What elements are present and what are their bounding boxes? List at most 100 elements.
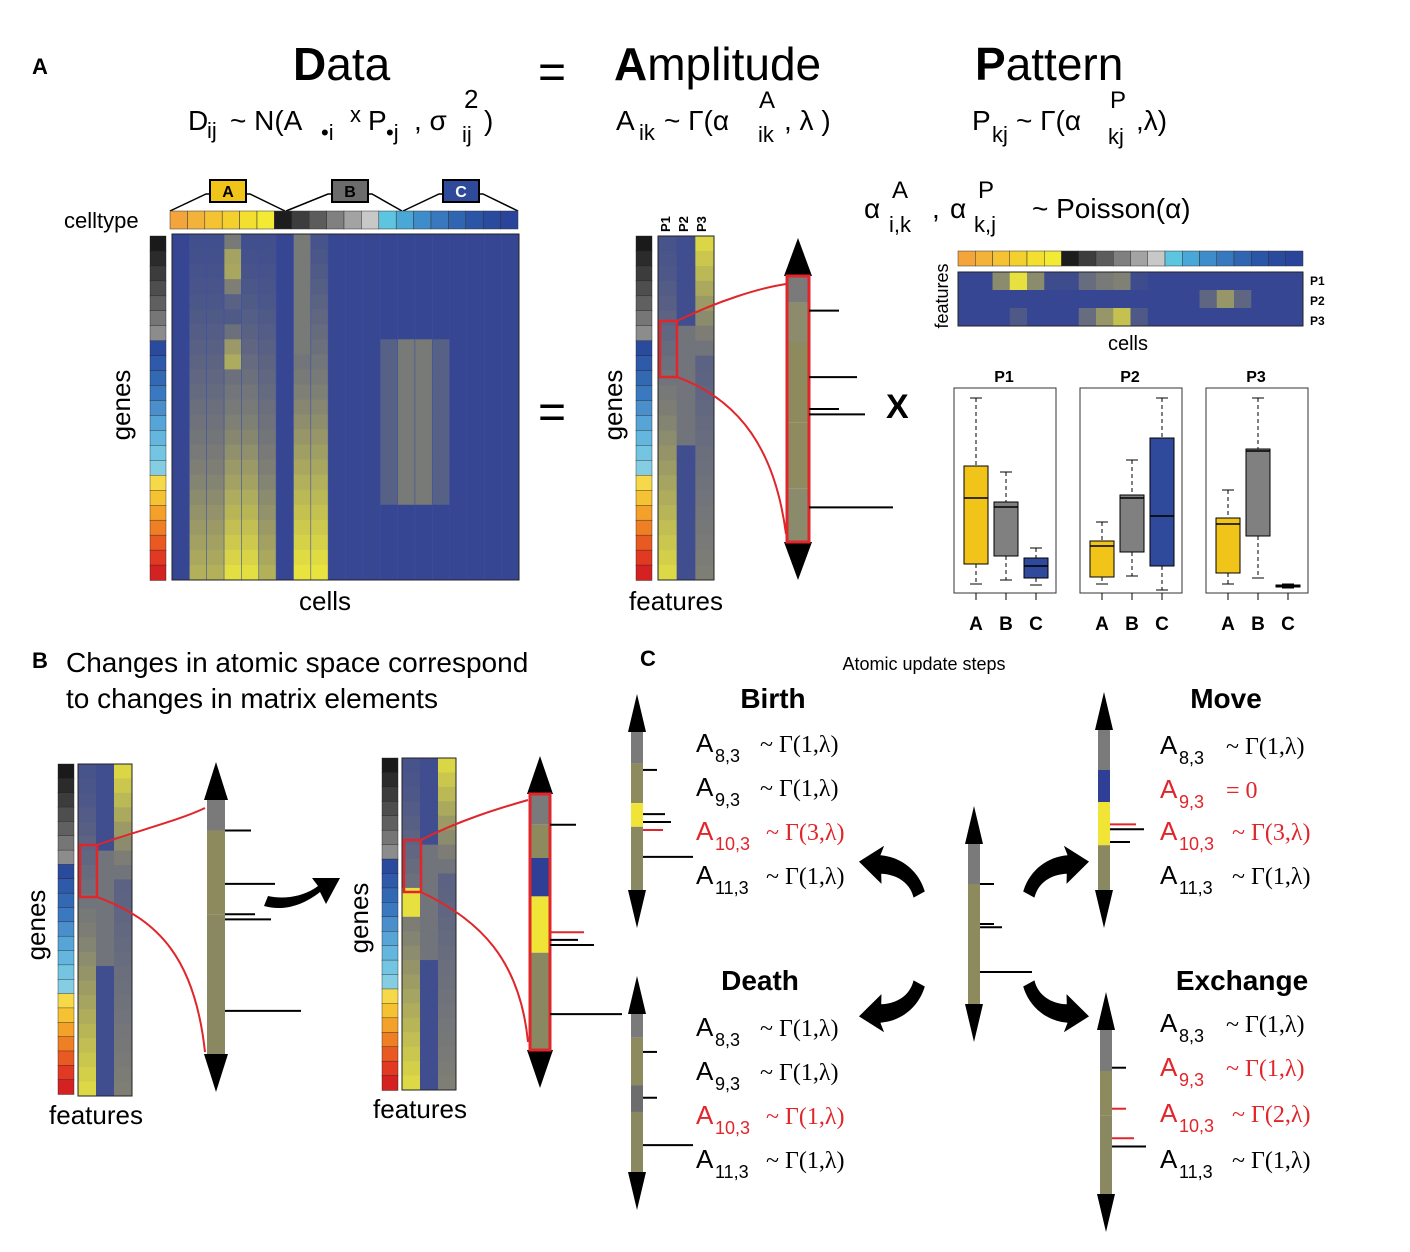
- heatmap-cell: [432, 249, 451, 265]
- heatmap-cell: [258, 549, 277, 566]
- heatmap-cell: [449, 399, 468, 416]
- heatmap-cell: [224, 324, 242, 340]
- column-segment: [631, 1037, 643, 1086]
- heatmap-cell: [189, 249, 208, 265]
- amp-cell: [78, 966, 97, 981]
- heatmap-cell: [241, 294, 260, 310]
- heatmap-cell: [380, 564, 399, 581]
- amp-cell: [420, 974, 439, 990]
- heatmap-cell: [345, 534, 364, 551]
- heatmap-cell: [258, 264, 277, 280]
- heatmap-cell: [397, 399, 416, 416]
- heatmap-cell: [380, 504, 399, 521]
- amp-cell: [695, 460, 715, 476]
- celltype-bar: [169, 210, 519, 230]
- heatmap-cell: [276, 264, 294, 280]
- heatmap-cell: [397, 504, 416, 521]
- features-label-b1: features: [49, 1100, 143, 1130]
- box: [1215, 517, 1241, 574]
- heatmap-cell: [449, 489, 468, 506]
- amp-cell: [420, 786, 439, 802]
- heatmap-cell: [362, 474, 381, 491]
- heatmap-cell: [501, 414, 520, 431]
- heatmap-cell: [172, 489, 190, 506]
- pattern-cell: [1251, 290, 1269, 309]
- heatmap-cell: [310, 324, 329, 340]
- gene-bar-cell: [149, 430, 167, 447]
- amp-cell: [438, 1046, 457, 1062]
- gene-bar-cell: [381, 1075, 399, 1091]
- celltype-group-label: C: [455, 184, 467, 201]
- column-arrow-top: [204, 762, 228, 800]
- amp-cell: [658, 400, 678, 416]
- amp-cell: [658, 475, 678, 491]
- pattern-cell: [1147, 308, 1166, 327]
- amp-cell: [114, 821, 133, 837]
- heatmap-cell: [310, 504, 329, 521]
- heatmap-cell: [380, 324, 399, 340]
- amp-cell: [658, 385, 678, 401]
- heatmap-cell: [258, 414, 277, 431]
- heatmap-cell: [380, 459, 399, 476]
- heatmap-cell: [466, 339, 485, 355]
- heatmap-cell: [206, 534, 225, 551]
- pattern-cell: [1234, 272, 1252, 291]
- gene-bar-cell: [381, 772, 399, 788]
- column-highlight: [528, 792, 552, 1052]
- exchange-eq-symbol: A: [1160, 1052, 1178, 1082]
- amp-cell: [402, 1061, 421, 1076]
- heatmap-cell: [276, 534, 294, 551]
- gene-bar-cell: [149, 475, 167, 491]
- amp-eq-head: A: [616, 105, 635, 136]
- column-segment: [787, 276, 809, 303]
- death-eq-rhs: ~ Γ(1,λ): [760, 1016, 838, 1042]
- pattern-cell: [1027, 290, 1045, 309]
- amp-cell: [114, 994, 133, 1010]
- heatmap-cell: [432, 369, 451, 385]
- amp-cell: [695, 370, 715, 386]
- data-eq-sigma-sup: 2: [464, 84, 478, 114]
- heatmap-cell: [362, 549, 381, 566]
- amp-cell: [96, 879, 115, 895]
- column-segment: [631, 1111, 643, 1172]
- heatmap-cell: [206, 279, 225, 295]
- gene-bar-cell: [57, 849, 75, 866]
- amp-cell: [114, 778, 133, 794]
- amp-cell: [438, 859, 457, 874]
- heatmap-cell: [414, 294, 433, 310]
- amp-cell: [438, 974, 457, 990]
- heatmap-cell: [380, 474, 399, 491]
- column-segment: [787, 488, 809, 542]
- birth-eq-rhs: ~ Γ(1,λ): [766, 864, 844, 890]
- heatmap-cell: [189, 339, 208, 355]
- gene-bar-cell: [57, 1065, 75, 1081]
- heatmap-cell: [432, 504, 451, 521]
- heatmap-cell: [362, 264, 381, 280]
- pattern-celltype-cell: [1199, 250, 1217, 267]
- heatmap-cell: [258, 384, 277, 400]
- heatmap-cell: [224, 474, 242, 491]
- heatmap-cell: [172, 294, 190, 310]
- heatmap-cell: [224, 489, 242, 506]
- amp-cell: [78, 821, 97, 837]
- panel-c-equations: A 8,3 ~ Γ(1,λ)A 9,3 ~ Γ(1,λ)A 10,3 ~ Γ(3,λ)A 11…: [696, 728, 1310, 1182]
- heatmap-cell: [189, 309, 208, 325]
- heatmap-cell: [172, 519, 190, 536]
- heatmap-cell: [328, 429, 346, 446]
- birth-eq-rhs: ~ Γ(1,λ): [760, 732, 838, 758]
- gene-bar-cell: [149, 250, 167, 267]
- pattern-cell: [1130, 308, 1149, 327]
- celltype-cell: [274, 210, 293, 230]
- amp-cell: [420, 916, 439, 932]
- heatmap-cell: [241, 429, 260, 446]
- pattern-celltype-cell: [1009, 250, 1028, 267]
- amp-cell: [658, 565, 678, 581]
- heatmap-cell: [449, 549, 468, 566]
- gene-bar-cell: [635, 460, 653, 477]
- amp-cell: [78, 994, 97, 1010]
- column-segment: [631, 803, 643, 827]
- pattern-cell: [1234, 308, 1252, 327]
- pattern-features-label: features: [932, 263, 952, 328]
- amp-cell: [114, 865, 133, 880]
- heatmap-cell: [484, 309, 503, 325]
